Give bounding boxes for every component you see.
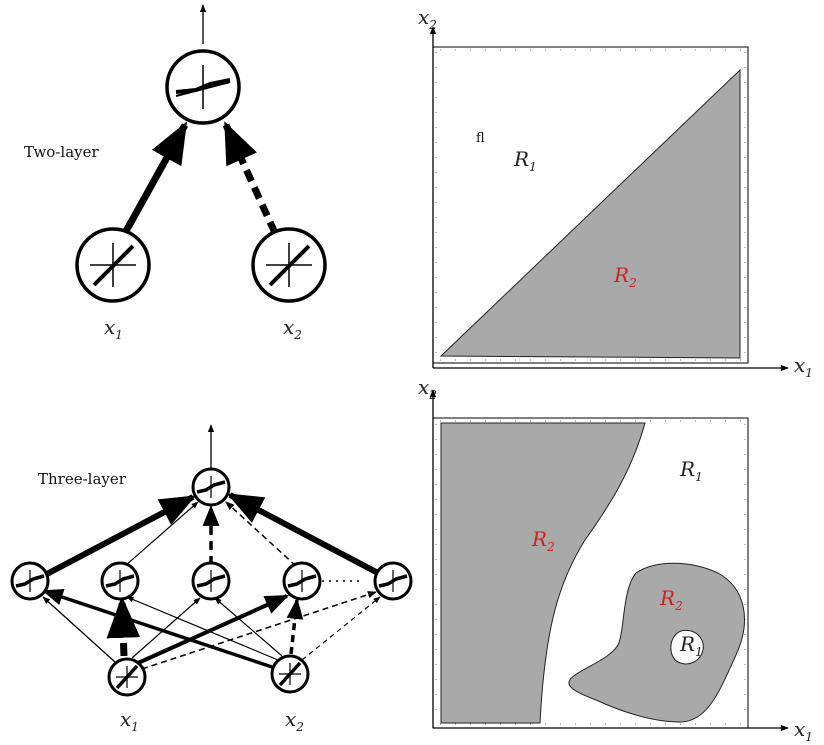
- input-hidden-connection: [141, 591, 377, 670]
- plot-frame: [432, 417, 749, 729]
- hidden-unit: [282, 561, 322, 601]
- input-unit-2: [270, 654, 310, 694]
- region-r2-fill: [439, 68, 741, 359]
- region-label-r2-left: R2: [531, 527, 555, 554]
- hidden-unit: [10, 561, 50, 601]
- input-hidden-connection: [301, 596, 381, 661]
- input-hidden-connection: [42, 589, 273, 669]
- three-layer-title: Three-layer: [38, 470, 127, 488]
- weight-connection-solid: [121, 121, 189, 235]
- bottom-decision-region-plot: x2 x1 R1 R2 R2 R1: [418, 375, 813, 744]
- input-unit-1: [75, 227, 151, 303]
- region-label-r1-top: R1: [679, 457, 703, 484]
- output-unit: [191, 467, 231, 507]
- hidden-output-connection: [43, 494, 197, 578]
- input-hidden-connection: [42, 596, 116, 663]
- input-hidden-connection: [137, 594, 290, 665]
- region-label-r1: R1: [513, 147, 537, 174]
- three-layer-network: Three-layer x1 x2: [10, 424, 413, 734]
- y-axis-label: x2: [418, 375, 437, 402]
- region-label-r2-blob: R2: [659, 586, 683, 613]
- top-decision-region-plot: x2 x1 fl R1 R2: [418, 5, 813, 380]
- input-hidden-connection: [106, 595, 141, 657]
- input-unit-2: [251, 227, 327, 303]
- two-layer-input-label-x2: x2: [283, 315, 302, 342]
- x-axis-label: x1: [794, 353, 813, 380]
- hidden-unit: [373, 561, 413, 601]
- two-layer-input-label-x1: x1: [104, 315, 123, 342]
- input-unit-1: [107, 657, 147, 697]
- three-layer-input-label-x2: x2: [285, 707, 304, 734]
- plot-frame: [432, 46, 749, 364]
- y-axis-label: x2: [418, 5, 437, 32]
- hidden-unit: [191, 561, 231, 601]
- hidden-output-connection: [124, 501, 199, 567]
- output-unit: [165, 49, 241, 125]
- hidden-unit: [100, 561, 140, 601]
- region-r2-left-fill: [440, 422, 646, 724]
- region-r2-blob-fill: [568, 562, 745, 723]
- region-label-r2: R2: [613, 263, 637, 290]
- input-hidden-connection: [131, 597, 201, 659]
- hidden-output-connection: [225, 501, 297, 567]
- stray-mark: fl: [476, 131, 485, 146]
- two-layer-title: Two-layer: [24, 143, 100, 161]
- input-hidden-connection: [126, 596, 279, 661]
- two-layer-network: Two-layer x1 x2: [24, 4, 327, 342]
- input-hidden-connection: [286, 597, 304, 655]
- hidden-output-connection: [226, 492, 380, 576]
- region-label-r1-hole: R1: [679, 632, 703, 659]
- input-hidden-connection: [214, 597, 283, 657]
- weight-connection-dashed: [222, 121, 279, 235]
- x-axis-label: x1: [794, 717, 813, 744]
- three-layer-input-label-x1: x1: [120, 707, 139, 734]
